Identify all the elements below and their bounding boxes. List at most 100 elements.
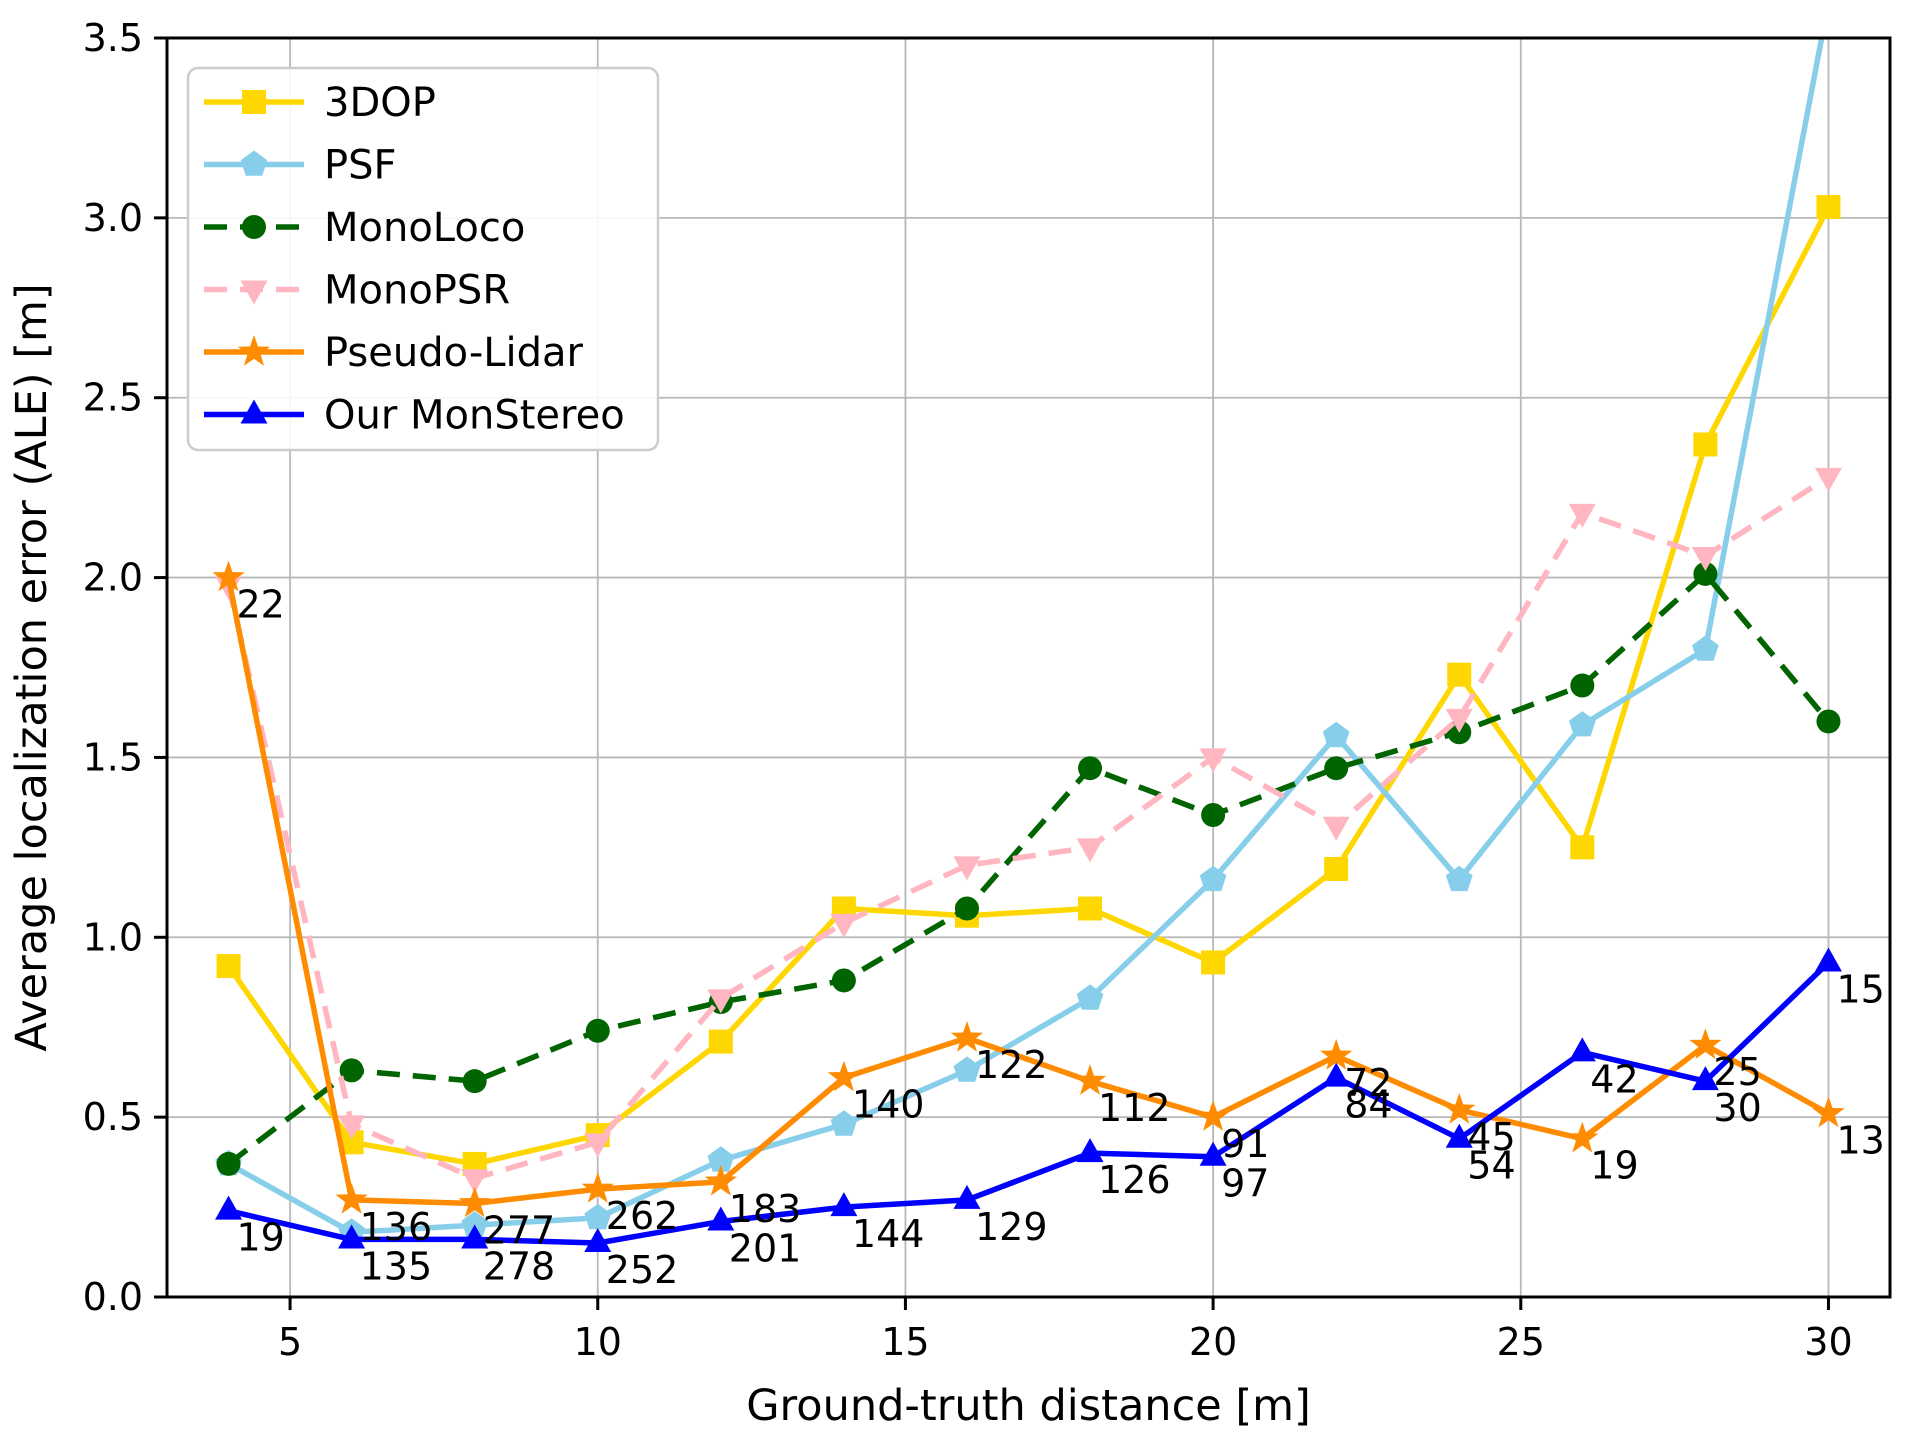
series-line [225, 577, 1830, 1207]
x-axis-label: Ground-truth distance [m] [746, 1381, 1311, 1431]
series-monopsr [215, 467, 1842, 1194]
star-icon [237, 335, 271, 366]
triangle-down-marker [1445, 708, 1473, 733]
pentagon-marker [707, 1146, 735, 1172]
star-marker [335, 1182, 368, 1214]
triangle-down-marker [1199, 748, 1227, 773]
legend-label: Our MonStereo [324, 393, 625, 439]
triangle-down-marker [584, 1133, 612, 1158]
star-marker [704, 1164, 737, 1196]
y-tick-label: 1.0 [83, 915, 143, 959]
circle-marker [585, 1018, 610, 1043]
circle-marker [462, 1069, 487, 1094]
count-label: 91 [1221, 1122, 1269, 1166]
pentagon-icon [240, 150, 268, 176]
legend-item-3dop: 3DOP [204, 80, 436, 126]
count-label: 45 [1467, 1115, 1515, 1159]
x-tick-label: 25 [1497, 1320, 1545, 1364]
circle-marker [1324, 756, 1349, 781]
legend-item-monopsr: MonoPSR [204, 268, 510, 314]
circle-marker [1570, 673, 1595, 698]
legend-item-pseudo-lidar: Pseudo-Lidar [204, 330, 584, 376]
triangle-up-marker [584, 1228, 612, 1253]
y-tick-label: 0.0 [83, 1275, 143, 1319]
pentagon-marker [1199, 865, 1227, 892]
y-tick-label: 3.5 [83, 16, 143, 60]
ticks [154, 36, 1830, 1310]
triangle-down-marker [1076, 838, 1104, 863]
square-marker [1324, 856, 1349, 881]
count-label: 42 [1590, 1057, 1638, 1101]
square-marker [1447, 662, 1472, 687]
square-marker [708, 1029, 733, 1054]
circle-marker [1816, 709, 1841, 734]
triangle-down-marker [830, 913, 858, 938]
y-tick-label: 2.5 [83, 376, 143, 420]
series-line [227, 960, 1831, 1246]
count-label: 129 [975, 1205, 1048, 1249]
count-label: 183 [729, 1187, 802, 1231]
x-tick-label: 5 [278, 1320, 302, 1364]
plot-border [165, 36, 1892, 1299]
count-label: 19 [1590, 1144, 1638, 1188]
plot-area [212, 38, 1845, 1253]
pentagon-marker [953, 1056, 981, 1082]
count-label: 277 [483, 1209, 556, 1253]
count-annotations: 22 136 277 262 183 140 122 112 91 72 45 19 25 13 19 135… [237, 583, 1885, 1292]
star-marker [212, 560, 245, 592]
count-label: 252 [606, 1248, 679, 1292]
triangle-down-marker [1568, 503, 1596, 528]
y-axis-label: Average localization error (ALE) [m] [7, 283, 57, 1051]
series-line [227, 38, 1825, 1236]
legend-label: Pseudo-Lidar [324, 330, 584, 376]
count-label: 112 [1098, 1086, 1171, 1130]
triangle-down-icon [240, 280, 268, 305]
star-marker [1689, 1028, 1722, 1059]
y-tick-label: 0.5 [83, 1095, 143, 1139]
count-label: 22 [237, 583, 285, 627]
circle-marker [1201, 802, 1226, 827]
pentagon-marker [1569, 711, 1596, 737]
triangle-down-marker [707, 989, 735, 1014]
square-marker [1078, 896, 1103, 921]
pentagon-marker [1692, 635, 1719, 661]
x-tick-label: 20 [1189, 1320, 1237, 1364]
series-line [226, 571, 1831, 1167]
legend-item-monoloco: MonoLoco [204, 205, 525, 251]
count-label: 54 [1467, 1144, 1515, 1188]
legend-item-psf: PSF [204, 143, 397, 189]
square-icon [242, 90, 266, 114]
square-marker [1201, 950, 1226, 975]
series-monoloco [216, 561, 1841, 1176]
count-label: 135 [360, 1244, 433, 1288]
square-marker [216, 954, 241, 979]
star-marker [827, 1060, 861, 1092]
triangle-up-marker [707, 1206, 735, 1231]
series-pseudo-lidar [212, 560, 1845, 1218]
triangle-down-marker [1814, 467, 1842, 492]
square-marker [1570, 835, 1595, 860]
square-marker [1816, 195, 1841, 220]
triangle-up-marker [1199, 1141, 1227, 1166]
star-marker [1566, 1121, 1599, 1153]
count-label: 144 [852, 1212, 925, 1256]
x-tick-label: 10 [574, 1320, 622, 1364]
triangle-up-icon [240, 399, 268, 424]
star-marker [581, 1172, 614, 1203]
series-3dop [216, 195, 1841, 1176]
circle-marker [1693, 561, 1718, 586]
legend: 3DOP PSF MonoLoco MonoPSR Pseudo-Lidar Our Mo… [186, 66, 660, 452]
star-marker [458, 1186, 491, 1218]
count-label: 30 [1713, 1086, 1761, 1130]
count-label: 136 [360, 1205, 433, 1249]
legend-box [186, 66, 660, 452]
series-line [225, 474, 1830, 1182]
triangle-up-marker [1076, 1138, 1104, 1163]
count-label: 25 [1713, 1050, 1761, 1094]
legend-label: 3DOP [324, 80, 436, 126]
legend-label: MonoLoco [324, 205, 525, 251]
legend-item-our-monstereo: Our MonStereo [204, 393, 625, 439]
count-label: 72 [1344, 1061, 1392, 1105]
triangle-up-marker [1568, 1037, 1596, 1062]
